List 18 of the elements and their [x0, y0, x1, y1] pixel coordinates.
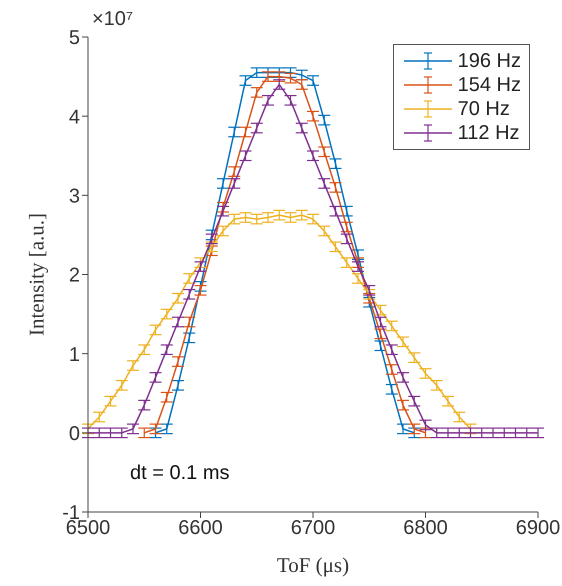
y-axis-title: Intensity [a.u.]: [24, 212, 48, 336]
x-tick-label: 6600: [178, 517, 223, 540]
legend-label: 154 Hz: [458, 74, 521, 96]
text: ×10⁷: [92, 8, 134, 31]
y-tick-label: 1: [68, 344, 80, 366]
legend-label: 70 Hz: [458, 98, 510, 120]
x-tick-label: 6900: [516, 517, 560, 540]
y-tick-label: 2: [68, 264, 80, 287]
y-tick-label: 3: [68, 185, 80, 208]
legend-label: 196 Hz: [458, 50, 521, 72]
annotation: dt = 0.1 ms: [130, 462, 230, 485]
legend-label: 112 Hz: [458, 122, 520, 144]
x-axis-title: ToF (μs): [276, 553, 350, 577]
y-tick-label: 4: [68, 106, 80, 128]
x-tick-label: 6700: [290, 517, 336, 540]
x-tick-label: 6800: [403, 517, 448, 540]
y-tick-label: 5: [68, 27, 80, 50]
y-tick-label: 0: [68, 422, 80, 445]
